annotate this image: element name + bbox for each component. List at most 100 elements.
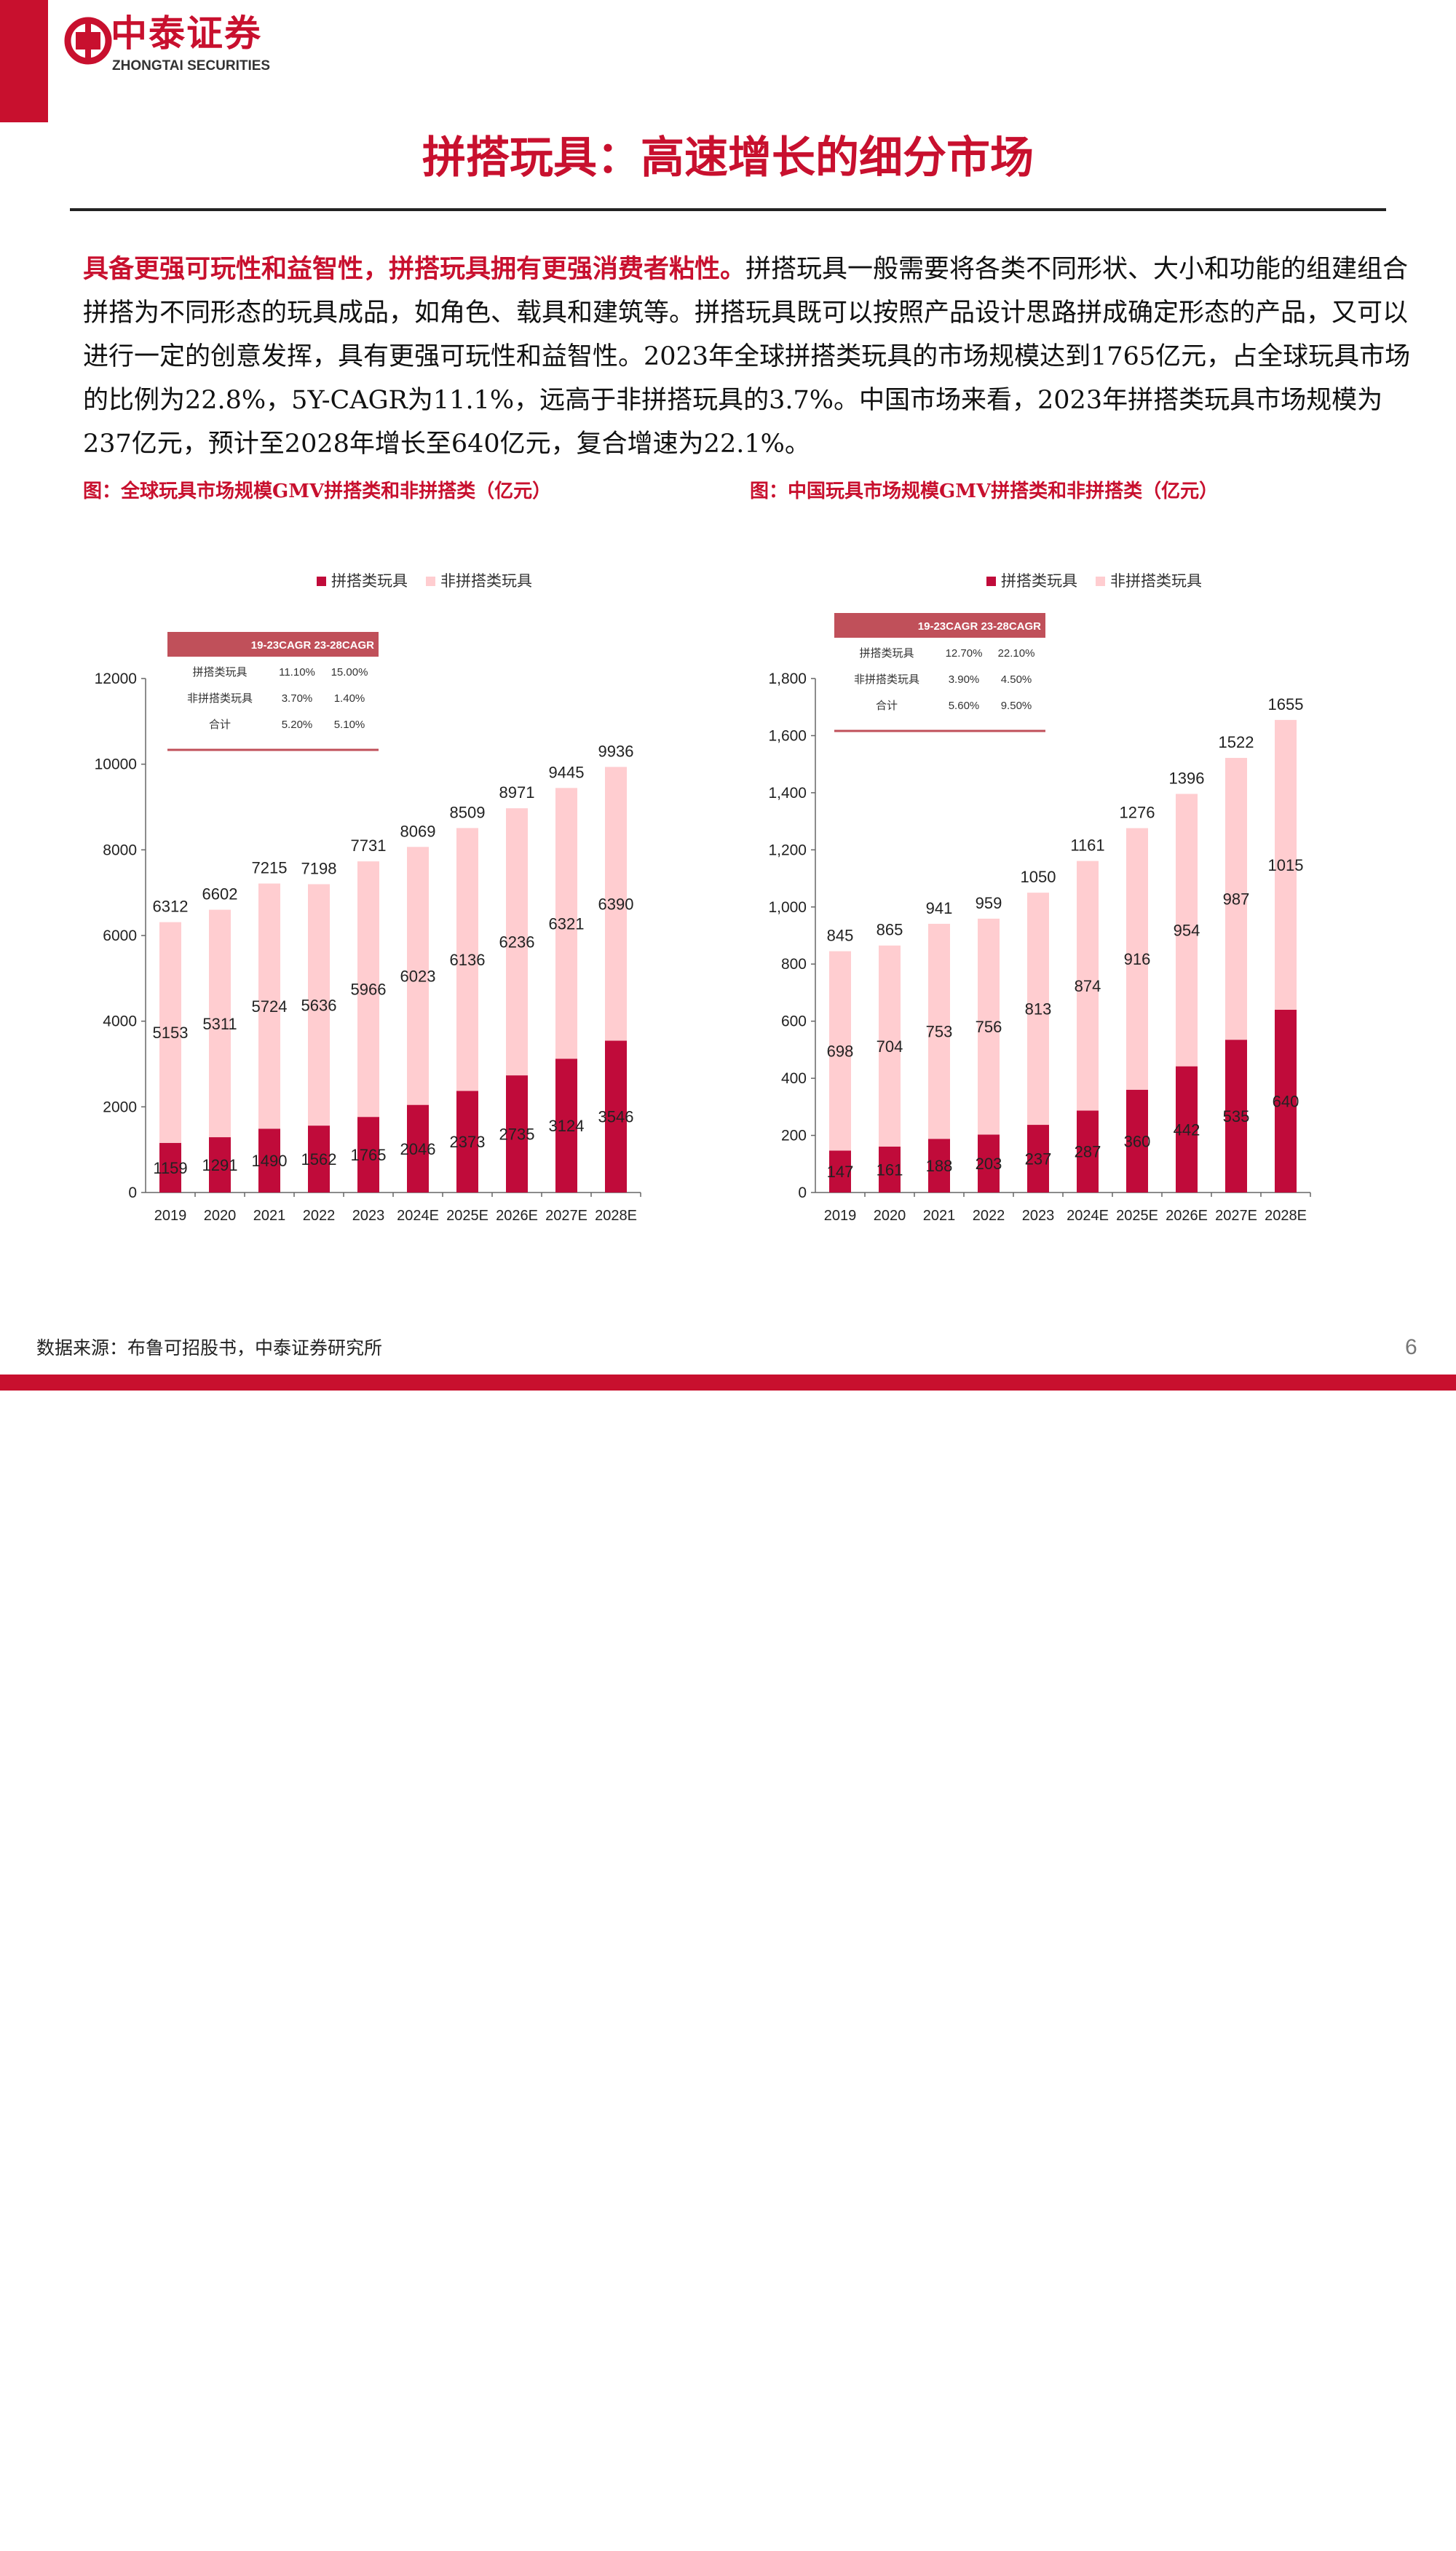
data-label-total: 9445 [549, 763, 585, 781]
bar-segment-non-building [1126, 828, 1148, 1090]
cagr-row-label: 拼搭类玩具 [192, 666, 247, 679]
data-label-non-building: 6321 [549, 914, 585, 933]
data-label-building: 1490 [252, 1152, 288, 1170]
cagr-table-header: 19-23CAGR 23-28CAGR [918, 620, 1041, 633]
cagr-row-value-a: 5.20% [282, 719, 313, 731]
x-tick-label: 2028E [595, 1208, 637, 1224]
data-label-non-building: 753 [926, 1023, 953, 1041]
data-label-total: 6312 [153, 898, 189, 916]
data-label-building: 535 [1223, 1107, 1250, 1126]
bar-segment-non-building [928, 923, 950, 1139]
y-tick-label: 400 [781, 1070, 807, 1087]
data-label-non-building: 6236 [499, 933, 535, 952]
y-tick-label: 8000 [103, 842, 137, 858]
y-tick-label: 800 [781, 956, 807, 973]
data-label-total: 1522 [1219, 733, 1254, 751]
x-tick-label: 2028E [1265, 1208, 1307, 1224]
cagr-row-label: 非拼搭类玩具 [854, 673, 919, 686]
data-label-building: 2046 [400, 1140, 436, 1158]
footer-bar [0, 1375, 1456, 1391]
bar-segment-non-building [978, 918, 1000, 1135]
data-label-building: 2735 [499, 1126, 535, 1144]
data-label-building: 188 [926, 1157, 953, 1175]
y-tick-label: 12000 [95, 671, 137, 687]
x-tick-label: 2025E [446, 1208, 488, 1224]
data-label-building: 147 [827, 1163, 854, 1181]
cagr-row-value-b: 5.10% [334, 719, 365, 731]
data-label-building: 1291 [202, 1156, 238, 1174]
data-label-non-building: 954 [1174, 922, 1200, 940]
legend-label: 非拼搭类玩具 [1110, 573, 1202, 590]
data-label-non-building: 5966 [351, 981, 387, 999]
data-label-non-building: 6390 [598, 895, 634, 913]
data-label-non-building: 704 [877, 1037, 903, 1056]
data-label-non-building: 1015 [1268, 856, 1304, 874]
bar-segment-non-building [159, 922, 181, 1143]
cagr-row-value-a: 11.10% [279, 666, 315, 679]
bar-segment-building [829, 1150, 851, 1193]
chart-caption-global: 图：全球玩具市场规模GMV拼搭类和非拼搭类（亿元） [83, 480, 552, 502]
bar-segment-building [258, 1128, 280, 1193]
bar-segment-building [1077, 1110, 1099, 1193]
data-label-non-building: 874 [1075, 977, 1101, 995]
bar-segment-building [308, 1126, 330, 1193]
x-tick-label: 2021 [923, 1208, 956, 1224]
data-label-total: 941 [926, 899, 953, 917]
legend-swatch [426, 577, 435, 586]
bar-segment-non-building [1077, 861, 1099, 1111]
data-label-building: 161 [877, 1160, 903, 1179]
x-tick-label: 2026E [1166, 1208, 1208, 1224]
data-label-building: 2373 [450, 1133, 486, 1151]
data-label-non-building: 987 [1223, 890, 1250, 909]
data-label-total: 8509 [450, 803, 486, 821]
x-tick-label: 2023 [1022, 1208, 1055, 1224]
data-label-non-building: 916 [1124, 950, 1151, 968]
y-tick-label: 600 [781, 1013, 807, 1030]
data-label-total: 8069 [400, 822, 436, 840]
data-label-total: 9936 [598, 742, 634, 760]
data-label-non-building: 5311 [202, 1015, 237, 1033]
bar-segment-non-building [829, 951, 851, 1151]
data-label-building: 1159 [153, 1159, 187, 1177]
data-label-building: 237 [1025, 1150, 1052, 1168]
data-label-non-building: 756 [976, 1018, 1002, 1036]
x-tick-label: 2024E [397, 1208, 439, 1224]
data-label-building: 1765 [351, 1146, 387, 1164]
bar-segment-building [555, 1059, 577, 1193]
chart-china-toy-market: 拼搭类玩具 非拼搭类玩具02004006008001,0001,2001,4001… [768, 573, 1311, 1224]
bar-segment-building [159, 1142, 181, 1193]
x-tick-label: 2023 [352, 1208, 385, 1224]
bar-segment-non-building [258, 883, 280, 1129]
cagr-table-header-bg [834, 613, 1045, 638]
bar-segment-non-building [506, 808, 528, 1076]
data-label-total: 1050 [1021, 868, 1056, 886]
intro-lead: 具备更强可玩性和益智性，拼搭玩具拥有更强消费者粘性。 [83, 254, 746, 284]
legend-label: 非拼搭类玩具 [440, 573, 532, 590]
x-tick-label: 2022 [303, 1208, 336, 1224]
intro-paragraph: 具备更强可玩性和益智性，拼搭玩具拥有更强消费者粘性。拼搭玩具一般需要将各类不同形… [83, 248, 1415, 466]
data-label-building: 1562 [301, 1150, 337, 1168]
y-tick-label: 6000 [103, 928, 137, 944]
legend-label: 拼搭类玩具 [331, 573, 408, 590]
bar-segment-building [209, 1137, 231, 1193]
y-tick-label: 0 [798, 1184, 807, 1201]
y-tick-label: 1,800 [768, 671, 807, 687]
chart-caption-china: 图：中国玩具市场规模GMV拼搭类和非拼搭类（亿元） [750, 480, 1219, 502]
x-tick-label: 2027E [545, 1208, 587, 1224]
data-label-non-building: 813 [1025, 1000, 1052, 1019]
data-label-total: 865 [877, 921, 903, 939]
logo-name-cn: 中泰证券 [111, 12, 262, 55]
cagr-row-value-b: 4.50% [1001, 673, 1032, 686]
data-label-building: 640 [1273, 1092, 1299, 1110]
data-label-total: 1161 [1070, 837, 1104, 855]
intro-body: 拼搭玩具一般需要将各类不同形状、大小和功能的组建组合拼搭为不同形态的玩具成品，如… [83, 255, 1411, 459]
data-label-total: 7731 [351, 837, 387, 855]
data-label-non-building: 5153 [153, 1024, 189, 1042]
cagr-row-value-a: 5.60% [949, 700, 980, 712]
legend-swatch [1096, 577, 1105, 586]
y-tick-label: 4000 [103, 1013, 137, 1030]
bar-segment-non-building [456, 828, 478, 1091]
bar-segment-building [1225, 1040, 1247, 1193]
y-tick-label: 1,600 [768, 727, 807, 744]
data-label-total: 1655 [1268, 695, 1304, 713]
